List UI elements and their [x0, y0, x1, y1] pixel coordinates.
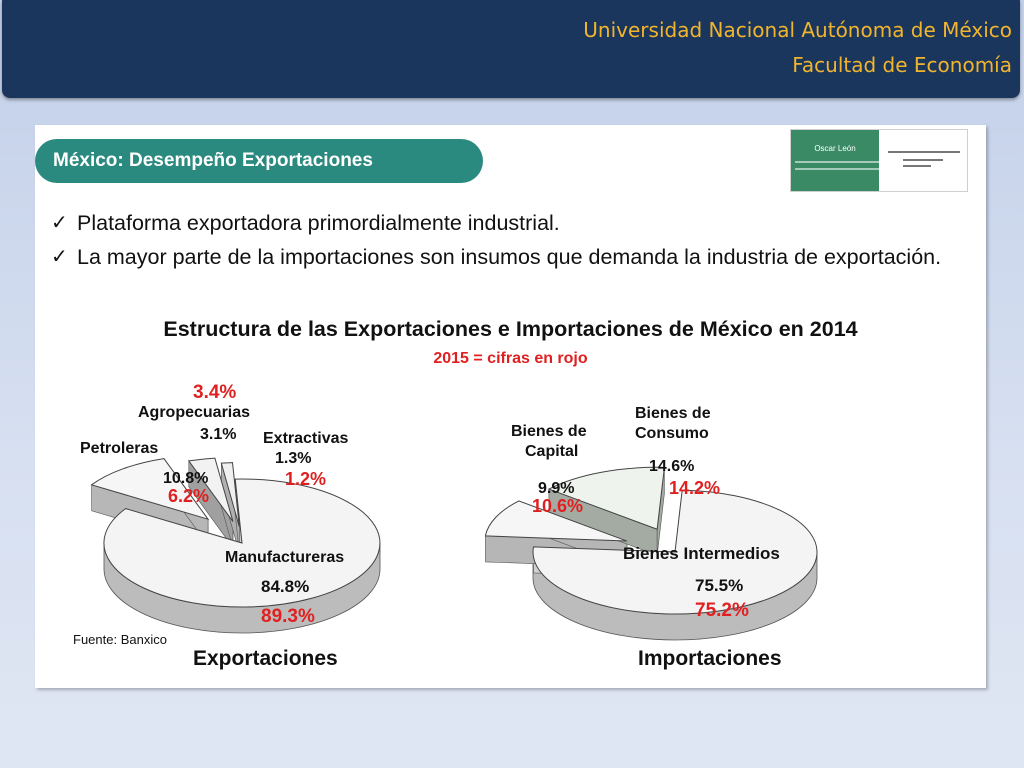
- author-card-panel: [791, 130, 879, 191]
- bienes-intermedios-2015-label: 75.2%: [695, 600, 749, 621]
- bienes-intermedios-label: Bienes Intermedios: [623, 544, 780, 563]
- agropecuarias-label: Agropecuarias: [138, 404, 250, 421]
- slide-title: México: Desempeño Exportaciones: [35, 139, 483, 183]
- imports-chart-title: Importaciones: [638, 647, 782, 670]
- bienes-de-capital-slice: [484, 500, 628, 542]
- petroleras-2015-label: 6.2%: [168, 486, 209, 506]
- agropecuarias-2015-label: 3.4%: [193, 382, 236, 403]
- author-card: Oscar León: [790, 129, 968, 192]
- extractivas-2015-label: 1.2%: [285, 469, 326, 489]
- contact-line: [888, 151, 960, 153]
- bienes-consumo-2015-label: 14.2%: [669, 478, 720, 498]
- extractivas-label: Extractivas: [263, 430, 348, 447]
- bullet-text: La mayor parte de la importaciones son i…: [77, 245, 942, 269]
- contact-line: [903, 165, 931, 167]
- agropecuarias-2014-label: 3.1%: [200, 426, 236, 443]
- bullet-list: ✓ Plataforma exportadora primordialmente…: [49, 209, 979, 277]
- header-banner: Universidad Nacional Autónoma de México …: [2, 0, 1020, 98]
- chart-title: Estructura de las Exportaciones e Import…: [163, 317, 858, 341]
- exports-chart-title: Exportaciones: [193, 647, 338, 670]
- bienes-intermedios-2014-label: 75.5%: [695, 576, 743, 595]
- bullet-item: ✓ La mayor parte de la importaciones son…: [49, 243, 979, 271]
- source-note: Fuente: Banxico: [73, 632, 167, 647]
- bienes-capital-2014-label: 9.9%: [538, 480, 574, 497]
- bienes-consumo-label: Consumo: [635, 425, 709, 442]
- bienes-capital-label: Bienes de: [511, 423, 587, 440]
- bullet-text: Plataforma exportadora primordialmente i…: [77, 211, 560, 235]
- contact-line: [903, 159, 943, 161]
- bienes-consumo-2014-label: 14.6%: [649, 458, 694, 475]
- agropecuarias-slice: [187, 457, 234, 522]
- manufactureras-2015-label: 89.3%: [261, 606, 315, 627]
- author-card-line: [795, 161, 879, 163]
- check-icon: ✓: [51, 212, 68, 234]
- manufactureras-2014-label: 84.8%: [261, 577, 309, 596]
- petroleras-2014-label: 10.8%: [163, 470, 208, 487]
- petroleras-label: Petroleras: [80, 440, 158, 457]
- manufactureras-slice: [103, 478, 381, 608]
- bienes-consumo-label: Bienes de: [635, 405, 711, 422]
- author-name: Oscar León: [814, 144, 856, 153]
- faculty-name: Facultad de Economía: [792, 53, 1012, 77]
- author-card-line: [795, 168, 879, 170]
- bienes-intermedios-slice: [532, 489, 818, 615]
- bienes-capital-2015-label: 10.6%: [532, 496, 583, 516]
- pie-charts: 3.4%Agropecuarias 3.1% Petroleras 10.8%6.2%…: [80, 382, 818, 641]
- petroleras-slice: [90, 458, 210, 521]
- bienes-de-consumo-slice: [547, 466, 665, 530]
- extractivas-2014-label: 1.3%: [275, 450, 311, 467]
- chart-subtitle: 2015 = cifras en rojo: [433, 350, 588, 367]
- slide-content: México: Desempeño Exportaciones Oscar Le…: [35, 125, 986, 688]
- university-name: Universidad Nacional Autónoma de México: [583, 18, 1012, 42]
- bienes-capital-label: Capital: [525, 443, 578, 460]
- check-icon: ✓: [51, 246, 68, 268]
- manufactureras-label: Manufactureras: [225, 549, 344, 566]
- extractivas-slice: [220, 462, 240, 527]
- bullet-item: ✓ Plataforma exportadora primordialmente…: [49, 209, 979, 237]
